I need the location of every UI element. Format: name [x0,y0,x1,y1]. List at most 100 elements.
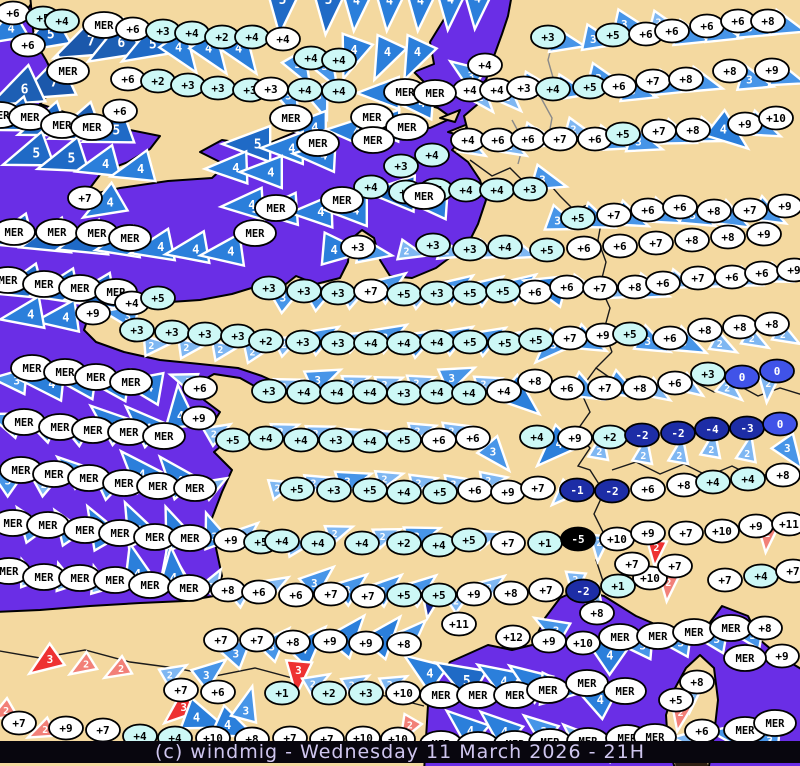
svg-text:2: 2 [274,484,280,495]
svg-text:+4: +4 [478,59,492,72]
svg-text:2: 2 [148,341,154,352]
temperature-label: +5 [215,427,251,453]
temperature-label: +6 [517,279,553,305]
svg-text:+6: +6 [468,484,482,497]
svg-text:4: 4 [193,710,200,724]
svg-text:2: 2 [183,343,189,354]
svg-text:4: 4 [7,21,14,35]
svg-text:+8: +8 [677,479,690,492]
svg-text:+6: +6 [466,432,480,445]
svg-text:5: 5 [325,0,333,8]
svg-text:MER: MER [364,135,384,147]
svg-text:3: 3 [468,70,475,83]
svg-text:MER: MER [23,363,43,375]
temperature-label: +3 [187,321,223,347]
sea-label: MER [22,270,66,298]
svg-text:+9: +9 [765,64,778,77]
temperature-label: +6 [182,375,218,401]
svg-text:+6: +6 [491,134,505,147]
svg-text:+8: +8 [628,281,641,294]
svg-text:3: 3 [621,18,628,31]
wind-arrow-icon: 4 [402,33,439,83]
svg-text:4: 4 [474,0,481,5]
svg-text:4: 4 [248,198,255,212]
svg-text:+9: +9 [501,486,514,499]
svg-text:MER: MER [15,417,35,429]
svg-text:+6: +6 [6,7,20,20]
svg-text:4: 4 [267,165,274,179]
svg-text:+4: +4 [432,539,446,552]
svg-text:2: 2 [403,247,409,258]
temperature-label: +10 [758,105,794,131]
svg-text:MER: MER [766,718,786,730]
svg-text:+6: +6 [695,725,709,738]
svg-text:+7: +7 [691,272,704,285]
svg-text:+7: +7 [324,588,337,601]
wind-arrow-icon: 3 [189,657,229,693]
temperature-label: +3 [154,319,190,345]
svg-text:3: 3 [314,374,321,387]
svg-text:+8: +8 [221,584,234,597]
temperature-label: +6 [0,0,31,26]
temperature-label: +4 [248,425,284,451]
svg-text:+7: +7 [539,584,552,597]
svg-text:2: 2 [640,451,646,462]
svg-text:+3: +3 [156,25,169,38]
svg-text:+3: +3 [262,282,275,295]
temperature-label: +1 [527,530,563,556]
svg-text:MER: MER [396,87,416,99]
temperature-label: +4 [486,378,522,404]
svg-text:+3: +3 [331,287,344,300]
svg-text:MER: MER [246,228,266,240]
temperature-label: +3 [419,280,455,306]
svg-text:2: 2 [596,447,602,458]
svg-text:+9: +9 [738,118,751,131]
temperature-label: +10 [385,680,421,706]
temperature-label: +4 [234,24,270,50]
svg-text:MER: MER [5,227,25,239]
svg-text:4: 4 [467,724,474,738]
svg-text:4: 4 [175,41,182,55]
svg-text:+9: +9 [568,432,581,445]
temperature-label: +7 [203,627,239,653]
temperature-label: +7 [638,230,674,256]
sea-label: MER [173,474,217,502]
svg-text:MER: MER [111,528,131,540]
svg-text:2: 2 [665,578,671,589]
temperature-label: +5 [279,476,315,502]
svg-text:+4: +4 [332,54,346,67]
svg-text:+1: +1 [611,580,625,593]
temperature-label: +5 [529,237,565,263]
sea-label: MER [142,422,186,450]
svg-text:+7: +7 [652,125,665,138]
svg-text:+5: +5 [571,212,584,225]
temperature-label: +7 [85,717,121,743]
svg-text:MER: MER [398,122,418,134]
svg-text:+7: +7 [174,684,187,697]
svg-text:+6: +6 [121,73,135,86]
temperature-label: +6 [628,21,664,47]
sea-label: MER [709,614,753,642]
svg-text:MER: MER [181,533,201,545]
svg-text:MER: MER [21,112,41,124]
temperature-label: +6 [630,197,666,223]
svg-text:MER: MER [469,690,489,702]
svg-text:7: 7 [50,75,58,91]
temperature-label: +5 [612,321,648,347]
temperature-label: +4 [286,379,322,405]
sea-label: MER [0,557,31,585]
svg-text:+10: +10 [712,525,732,538]
temperature-label: +6 [549,274,585,300]
svg-text:4: 4 [500,674,507,688]
svg-text:+6: +6 [577,242,591,255]
svg-text:+2: +2 [397,537,410,550]
svg-text:+4: +4 [706,476,720,489]
svg-text:+6: +6 [700,20,714,33]
wind-arrow-icon: 4 [72,143,122,178]
temperature-label: +4 [448,177,484,203]
svg-text:+3: +3 [359,687,372,700]
sea-label: MER [419,681,463,709]
sea-label: MER [672,618,716,646]
temperature-label: +8 [687,317,723,343]
